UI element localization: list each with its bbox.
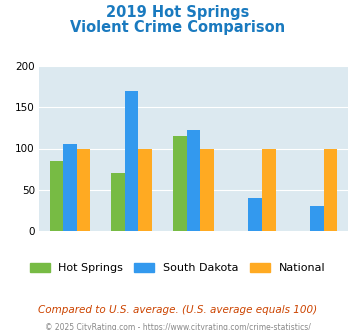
Legend: Hot Springs, South Dakota, National: Hot Springs, South Dakota, National xyxy=(29,263,326,273)
Bar xyxy=(262,148,275,231)
Bar xyxy=(63,144,77,231)
Text: Compared to U.S. average. (U.S. average equals 100): Compared to U.S. average. (U.S. average … xyxy=(38,305,317,315)
Bar xyxy=(200,148,214,231)
Bar xyxy=(248,198,262,231)
Bar xyxy=(50,161,63,231)
Bar xyxy=(173,136,187,231)
Bar xyxy=(77,148,90,231)
Text: 2019 Hot Springs: 2019 Hot Springs xyxy=(106,5,249,20)
Bar xyxy=(187,130,200,231)
Bar xyxy=(310,206,324,231)
Text: Violent Crime Comparison: Violent Crime Comparison xyxy=(70,20,285,35)
Bar xyxy=(125,91,138,231)
Bar xyxy=(138,148,152,231)
Bar xyxy=(111,173,125,231)
Bar xyxy=(324,148,337,231)
Text: © 2025 CityRating.com - https://www.cityrating.com/crime-statistics/: © 2025 CityRating.com - https://www.city… xyxy=(45,323,310,330)
